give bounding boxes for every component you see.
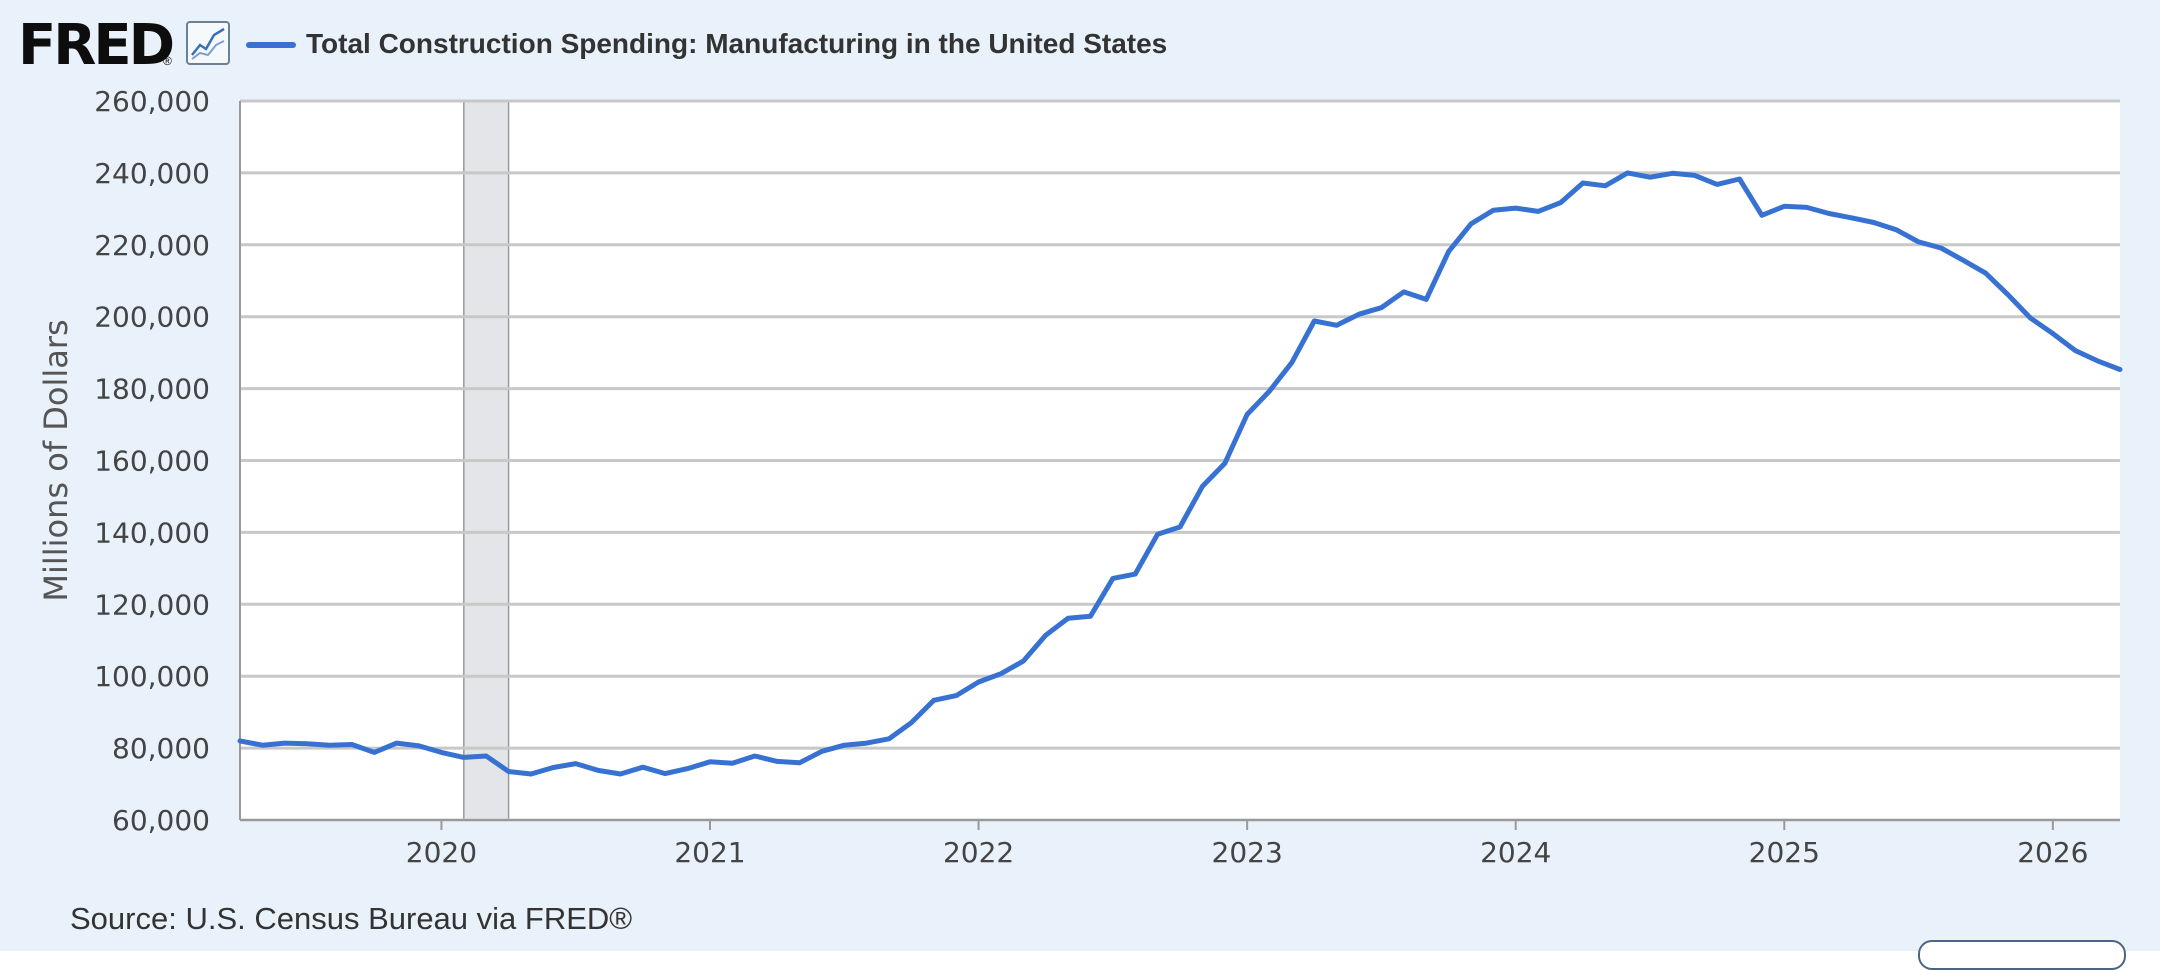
legend-series-label[interactable]: Total Construction Spending: Manufacturi… xyxy=(306,28,1168,59)
gridlines xyxy=(240,99,2120,822)
y-tick-label: 140,000 xyxy=(94,516,210,549)
fred-logo[interactable]: FRED xyxy=(18,13,175,78)
x-tick-label: 2024 xyxy=(1480,836,1551,869)
y-tick-label: 180,000 xyxy=(94,373,210,406)
source-note: Source: U.S. Census Bureau via FRED® xyxy=(70,901,633,936)
y-tick-label: 120,000 xyxy=(94,588,210,621)
y-axis-ticks: 60,000 80,000 100,000 120,000 140,000 160,000… xyxy=(94,85,210,837)
series-line[interactable] xyxy=(237,170,2123,777)
y-tick-label: 260,000 xyxy=(94,85,210,118)
y-tick-label: 60,000 xyxy=(112,804,210,837)
x-axis-ticks: 2020 2021 2022 2023 2024 2025 2026 xyxy=(406,820,2088,869)
y-tick-label: 200,000 xyxy=(94,301,210,334)
edit-graph-button[interactable] xyxy=(1918,940,2126,970)
x-tick-label: 2025 xyxy=(1749,836,1820,869)
y-tick-label: 160,000 xyxy=(94,445,210,478)
x-tick-label: 2022 xyxy=(943,836,1014,869)
series-layer xyxy=(237,170,2123,777)
y-tick-label: 80,000 xyxy=(112,732,210,765)
y-tick-label: 220,000 xyxy=(94,229,210,262)
x-tick-label: 2020 xyxy=(406,836,477,869)
x-tick-label: 2026 xyxy=(2017,836,2088,869)
line-chart: 60,000 80,000 100,000 120,000 140,000 160,000… xyxy=(37,85,2123,869)
y-tick-label: 100,000 xyxy=(94,660,210,693)
y-axis-label: Millions of Dollars xyxy=(37,319,75,601)
legend-line-swatch xyxy=(246,42,296,48)
x-tick-label: 2021 xyxy=(674,836,745,869)
y-tick-label: 240,000 xyxy=(94,157,210,190)
chart-header: FRED ® Total Construction Spending: Manu… xyxy=(0,0,2160,88)
fred-registered-mark: ® xyxy=(163,54,172,68)
line-graph-icon[interactable] xyxy=(186,21,230,65)
x-tick-label: 2023 xyxy=(1212,836,1283,869)
